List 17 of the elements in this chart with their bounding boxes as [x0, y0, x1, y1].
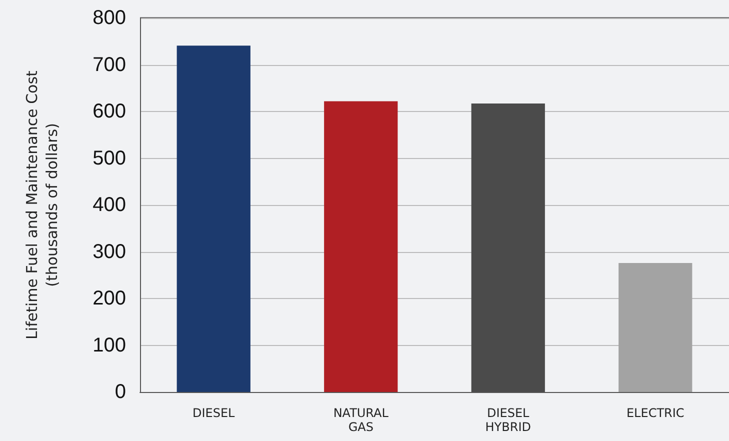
y-tick-label: 0: [114, 381, 126, 403]
y-tick-label: 500: [92, 147, 126, 170]
y-tick-label: 700: [92, 54, 126, 76]
bar: [176, 46, 250, 392]
y-tick-label: 200: [92, 288, 126, 310]
bar: [324, 101, 398, 392]
x-tick-label: DIESEL HYBRID: [485, 406, 531, 434]
bar: [618, 262, 692, 392]
x-tick-label: DIESEL: [192, 406, 236, 420]
y-tick-label: 400: [92, 194, 126, 216]
y-tick-label: 800: [92, 7, 126, 29]
y-tick-label: 300: [92, 240, 126, 263]
x-tick-label: ELECTRIC: [626, 406, 684, 420]
x-tick-label: NATURAL GAS: [333, 406, 389, 434]
y-tick-label: 100: [92, 334, 126, 356]
y-tick-label: 600: [92, 100, 126, 122]
y-axis-title: Lifetime Fuel and Maintenance Cost (thousands of dollars): [23, 70, 61, 340]
